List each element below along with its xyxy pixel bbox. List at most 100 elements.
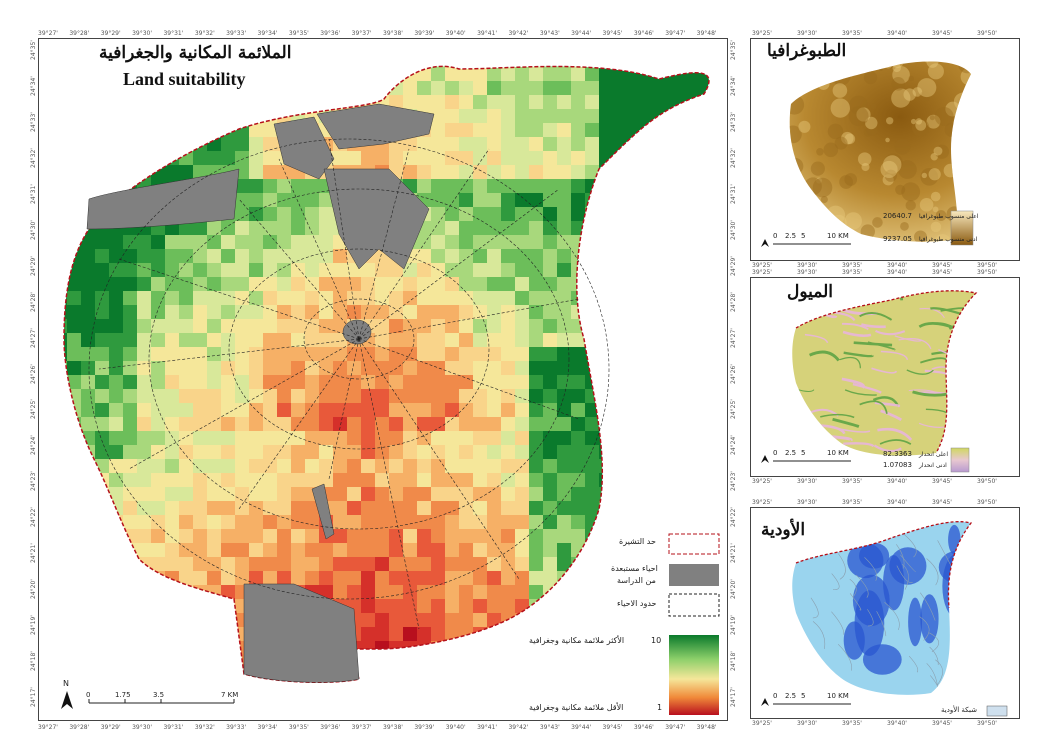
suitability-cell [291, 683, 306, 698]
suitability-cell [431, 95, 446, 110]
topo-texture-blob [919, 91, 931, 102]
suitability-cell [137, 319, 152, 334]
topo-tick-top: 39°25' [752, 30, 772, 37]
suitability-cell [207, 417, 222, 432]
suitability-cell [347, 389, 362, 404]
suitability-cell [725, 165, 728, 180]
suitability-cell [515, 571, 530, 586]
suitability-cell [39, 669, 54, 684]
suitability-cell [263, 207, 278, 222]
city-boundary [63, 65, 710, 683]
suitability-cell [319, 207, 334, 222]
topo-texture-blob [840, 65, 852, 77]
suitability-cell [64, 179, 68, 194]
suitability-cell [613, 333, 628, 348]
suitability-cell [683, 515, 698, 530]
suitability-cell [165, 711, 180, 721]
suitability-cell [529, 571, 544, 586]
suitability-cell [151, 487, 166, 502]
suitability-cell [627, 235, 642, 250]
suitability-cell [249, 277, 264, 292]
suitability-cell [179, 347, 194, 362]
suitability-cell [431, 445, 446, 460]
suitability-cell [207, 613, 222, 628]
suitability-cell [487, 235, 502, 250]
suitability-cell [151, 277, 166, 292]
slope-texture-stroke [955, 341, 976, 347]
suitability-cell [445, 445, 460, 460]
longitude-tick-bottom: 39°48' [696, 724, 717, 731]
suitability-cell [151, 403, 166, 418]
suitability-cell [501, 319, 516, 334]
suitability-cell [67, 347, 82, 362]
wadi-network-line [864, 557, 878, 581]
suitability-cell [459, 109, 474, 124]
suitability-cell [221, 221, 236, 236]
wadi-network-line [896, 565, 913, 583]
suitability-cell [655, 529, 670, 544]
suitability-cell [235, 347, 250, 362]
suitability-cell [515, 249, 530, 264]
suitability-cell [627, 473, 642, 488]
topo-texture-blob [848, 106, 869, 127]
suitability-cell [67, 431, 82, 446]
topo-texture-blob [810, 62, 819, 71]
suitability-cell [123, 417, 138, 432]
suitability-cell [459, 445, 474, 460]
suitability-cell [641, 249, 656, 264]
suitability-cell [319, 221, 334, 236]
suitability-cell [193, 123, 208, 138]
suitability-cell [613, 39, 628, 54]
suitability-cell [207, 655, 222, 670]
suitability-cell [375, 277, 390, 292]
suitability-cell [431, 515, 446, 530]
latitude-tick-right: 24°18' [730, 651, 737, 672]
suitability-cell [221, 669, 236, 683]
suitability-cell [557, 683, 572, 698]
suitability-cell [585, 473, 600, 488]
suitability-cell [417, 669, 432, 683]
suitability-cell [263, 179, 278, 194]
suitability-cell [347, 291, 362, 306]
suitability-cell [81, 711, 96, 721]
suitability-cell [207, 473, 222, 488]
suitability-cell [39, 179, 54, 194]
suitability-cell [263, 123, 278, 138]
suitability-cell [543, 543, 558, 558]
suitability-cell [305, 39, 320, 54]
topo-texture-blob [812, 177, 833, 198]
suitability-cell [207, 543, 222, 558]
suitability-cell [417, 431, 432, 446]
suitability-cell [487, 123, 502, 138]
suitability-cell [599, 81, 614, 96]
suitability-cell [599, 599, 614, 614]
suitability-cell [459, 487, 474, 502]
suitability-cell [655, 487, 670, 502]
topo-low-label: ادنى منسوب طبوغرافيا [919, 236, 978, 243]
suitability-cell [263, 165, 278, 180]
latitude-tick-right: 24°29' [730, 255, 737, 276]
suitability-cell [641, 263, 656, 278]
suitability-cell [39, 431, 54, 446]
suitability-cell [417, 165, 432, 180]
suitability-cell [263, 375, 278, 390]
suitability-cell [641, 221, 656, 236]
suitability-cell [543, 613, 558, 628]
longitude-tick-top: 39°35' [288, 30, 309, 37]
suitability-cell [697, 109, 709, 124]
suitability-cell [333, 431, 348, 446]
suitability-cell [67, 403, 82, 418]
suitability-cell [291, 221, 306, 236]
suitability-cell [207, 277, 222, 292]
suitability-cell [95, 431, 110, 446]
suitability-cell [501, 683, 516, 698]
slope-texture-stroke [841, 377, 865, 389]
suitability-cell [95, 571, 110, 586]
suitability-cell [151, 109, 166, 124]
suitability-cell [599, 95, 614, 110]
suitability-cell [319, 473, 334, 488]
longitude-tick-bottom: 39°40' [445, 724, 466, 731]
suitability-cell [64, 529, 68, 544]
suitability-cell [487, 417, 502, 432]
suitability-cell [473, 599, 488, 614]
